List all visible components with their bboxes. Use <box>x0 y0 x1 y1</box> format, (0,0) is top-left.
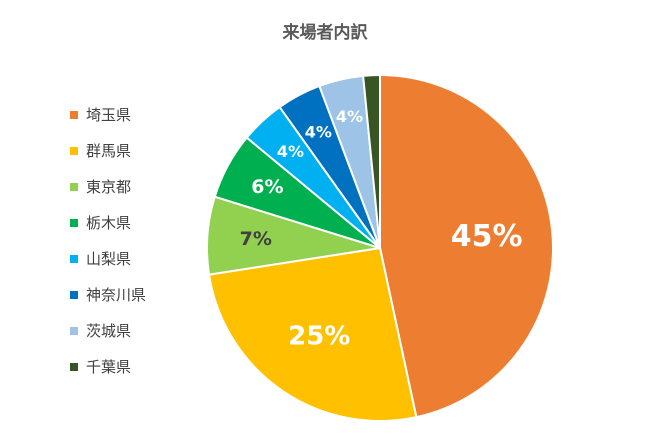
legend-label: 神奈川県 <box>86 286 147 304</box>
data-label-7: 4% <box>336 107 363 126</box>
legend-item: 山梨県 <box>70 248 131 269</box>
legend-item: 茨城県 <box>70 320 131 341</box>
legend-item: 千葉県 <box>70 356 131 377</box>
legend-item: 東京都 <box>70 176 131 197</box>
legend-swatch <box>70 290 78 299</box>
legend-swatch <box>70 146 78 155</box>
legend-swatch <box>70 326 78 335</box>
legend-item: 神奈川県 <box>70 284 146 305</box>
legend-swatch <box>70 110 78 119</box>
legend-item: 栃木県 <box>70 212 131 233</box>
data-label-4: 6% <box>251 176 283 198</box>
chart-title: 来場者内訳 <box>282 23 368 43</box>
legend-label: 東京都 <box>86 178 132 196</box>
legend-label: 山梨県 <box>86 250 132 268</box>
data-label-2: 25% <box>288 321 350 351</box>
legend-label: 群馬県 <box>86 142 132 160</box>
legend-swatch <box>70 362 78 371</box>
legend-label: 茨城県 <box>86 322 132 340</box>
pie-slice-2 <box>207 246 418 422</box>
legend-swatch <box>70 182 78 191</box>
pie-slice-1 <box>379 73 554 419</box>
data-label-3: 7% <box>240 228 272 250</box>
legend-label: 千葉県 <box>86 358 132 376</box>
legend-label: 埼玉県 <box>86 106 132 124</box>
data-label-1: 45% <box>451 219 523 254</box>
legend-item: 群馬県 <box>70 140 131 161</box>
legend-label: 栃木県 <box>86 214 132 232</box>
pie-slice-8 <box>362 73 381 249</box>
legend-swatch <box>70 254 78 263</box>
data-label-6: 4% <box>305 122 332 141</box>
legend-swatch <box>70 218 78 227</box>
data-label-5: 4% <box>277 142 304 161</box>
legend-item: 埼玉県 <box>70 104 131 125</box>
